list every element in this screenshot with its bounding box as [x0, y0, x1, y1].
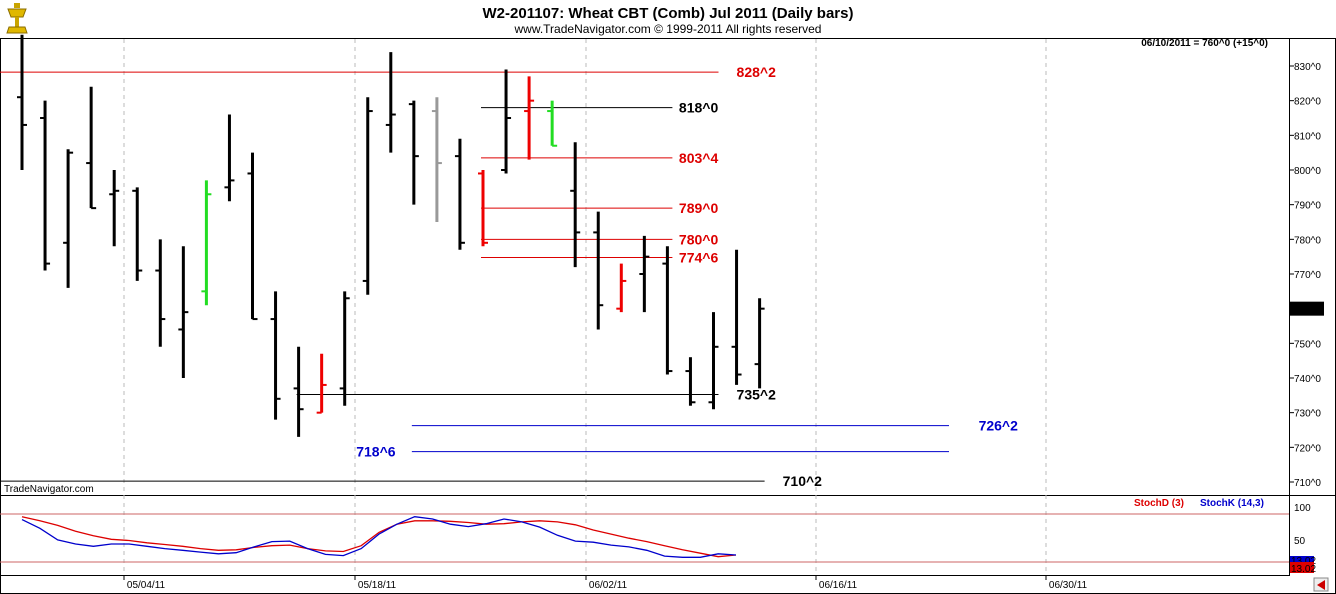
level-label: 803^4: [679, 150, 719, 166]
ohlc-bar: [247, 152, 258, 321]
chart-subtitle: www.TradeNavigator.com © 1999-2011 All r…: [514, 22, 822, 36]
level-label: 828^2: [737, 64, 777, 80]
level-label: 710^2: [783, 473, 823, 489]
ohlc-bar: [132, 187, 143, 281]
price-tick-label: 810^0: [1294, 131, 1321, 142]
level-label: 818^0: [679, 100, 719, 116]
time-tick-label: 06/02/11: [589, 580, 628, 591]
ohlc-bar: [685, 357, 696, 406]
time-axis: 05/04/11 05/18/11 06/02/11 06/16/11 06/30/11: [123, 575, 1088, 591]
level-label: 735^2: [737, 386, 777, 402]
ohlc-bar: [754, 298, 765, 389]
price-tick-label: 740^0: [1294, 374, 1321, 385]
ohlc-bar: [362, 97, 373, 295]
ohlc-bar: [63, 149, 74, 288]
chart-title: W2-201107: Wheat CBT (Comb) Jul 2011 (Da…: [483, 5, 854, 22]
ohlc-bar: [501, 69, 512, 174]
stochk-legend: StochK (14,3): [1200, 498, 1264, 509]
ohlc-bar: [408, 100, 419, 205]
price-tick-label: 770^0: [1294, 270, 1321, 281]
ohlc-bar: [570, 142, 581, 268]
ohlc-bar: [593, 211, 604, 330]
level-label: 726^2: [979, 418, 1019, 434]
ohlc-bar: [662, 246, 673, 375]
price-levels: 828^2 818^0 803^4 789^0 780^0 774^6 735^2 726^2…: [0, 64, 1018, 489]
ohlc-bar: [316, 353, 327, 414]
stochd-line: [21, 516, 737, 558]
stochd-value-tag: 13.02: [1291, 564, 1316, 575]
time-tick-label: 06/16/11: [819, 580, 858, 591]
ohlc-bar: [454, 138, 465, 250]
ohlc-bar: [616, 263, 627, 313]
ohlc-bar: [339, 291, 350, 406]
last-price-tag: 760^0: [1290, 301, 1324, 316]
ohlc-bar: [201, 180, 212, 306]
time-tick-label: 05/18/11: [358, 580, 397, 591]
ohlc-bars: [17, 34, 765, 437]
level-label: 780^0: [679, 231, 719, 247]
price-tick-label: 780^0: [1294, 235, 1321, 246]
last-price-label: 760^0: [1292, 305, 1319, 316]
vertical-grid: [123, 39, 1047, 575]
ohlc-bar: [224, 114, 235, 202]
ohlc-bar: [431, 97, 442, 222]
time-tick-label: 05/04/11: [127, 580, 166, 591]
ohlc-bar: [293, 346, 304, 437]
price-tick-label: 710^0: [1294, 478, 1321, 489]
ohlc-bar: [639, 235, 650, 313]
level-label: 718^6: [356, 444, 396, 460]
osc-tick-label: 100: [1294, 503, 1311, 514]
corner-arrow-icon: [1313, 577, 1329, 592]
osc-tick-label: 50: [1294, 536, 1306, 547]
stochk-value-tag: 13.02: [1291, 556, 1316, 567]
level-label: 789^0: [679, 200, 719, 216]
price-tick-label: 750^0: [1294, 339, 1321, 350]
ohlc-bar: [86, 86, 97, 210]
ohlc-bar: [385, 52, 396, 153]
stochd-legend: StochD (3): [1134, 498, 1184, 509]
watermark-label: TradeNavigator.com: [4, 484, 94, 495]
ohlc-bar: [178, 246, 189, 378]
price-tick-label: 790^0: [1294, 201, 1321, 212]
level-label: 774^6: [679, 250, 719, 266]
stochk-line: [21, 516, 737, 558]
ohlc-bar: [17, 34, 27, 170]
ohlc-bar: [547, 100, 558, 147]
price-readout: 06/10/2011 = 760^0 (+15^0): [1141, 38, 1268, 49]
price-tick-label: 730^0: [1294, 409, 1321, 420]
price-tick-label: 820^0: [1294, 97, 1321, 108]
time-tick-label: 06/30/11: [1049, 580, 1088, 591]
ohlc-bar: [270, 291, 281, 420]
price-tick-label: 720^0: [1294, 443, 1321, 454]
ohlc-bar: [731, 249, 742, 385]
ohlc-bar: [40, 100, 51, 271]
oscillator-value-tags: 13.02 13.02: [1290, 556, 1316, 575]
ohlc-bar: [708, 312, 719, 410]
stochastic-panel: 100 50: [0, 503, 1311, 563]
ohlc-bar: [109, 170, 120, 247]
ohlc-bar: [524, 76, 535, 160]
ohlc-bar: [478, 170, 488, 247]
ohlc-bar: [155, 239, 166, 347]
price-axis: 830^0 820^0 810^0 800^0 790^0 780^0 770^0 750^0…: [1289, 62, 1321, 489]
price-tick-label: 800^0: [1294, 166, 1321, 177]
price-tick-label: 830^0: [1294, 62, 1321, 73]
logo-icon: [6, 3, 28, 34]
